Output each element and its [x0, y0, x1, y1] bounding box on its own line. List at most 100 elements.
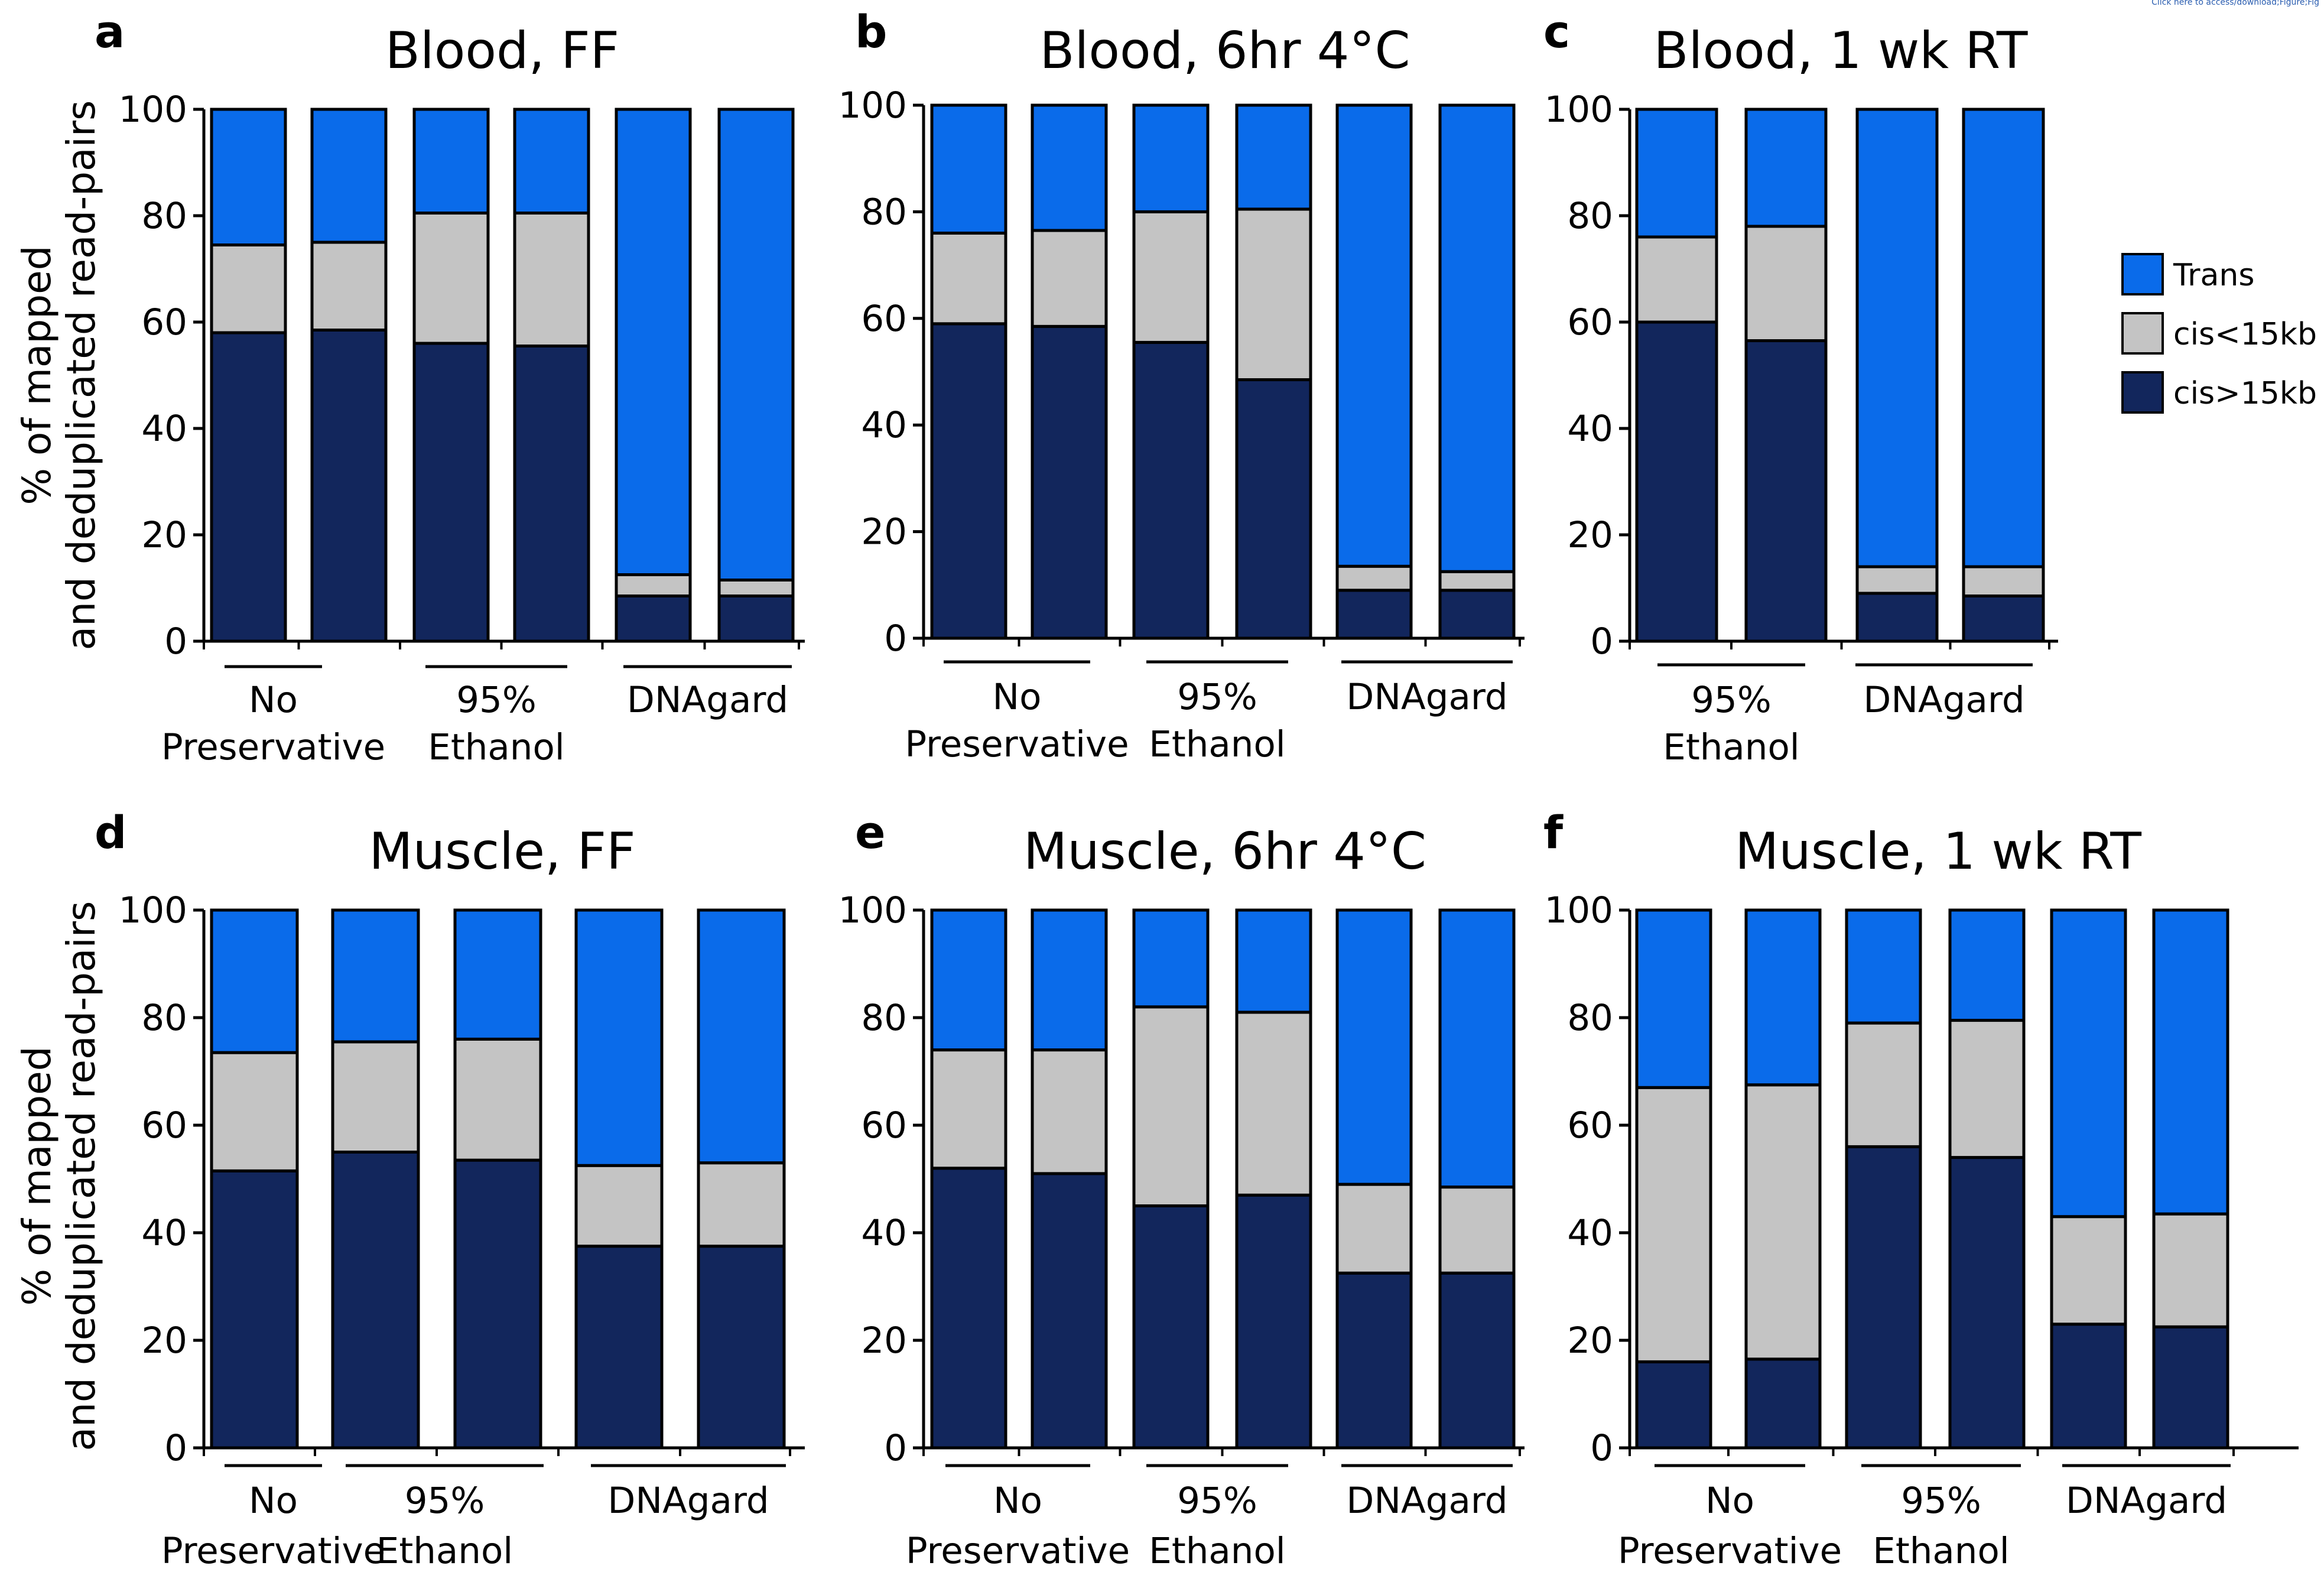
- bar-segment-cis_gt: [210, 331, 287, 643]
- bar-segment-cis_lt: [1235, 207, 1312, 382]
- bar-segment-trans: [1335, 103, 1413, 568]
- panel-letter: d: [95, 806, 126, 859]
- bar-segment-trans: [1855, 108, 1939, 569]
- bar-segment-cis_gt: [717, 595, 795, 643]
- group-label: Ethanol: [1149, 723, 1285, 765]
- panel-title: Blood, 1 wk RT: [1654, 21, 2028, 80]
- legend-label: cis>15kb: [2173, 376, 2317, 411]
- bar-segment-cis_lt: [1438, 570, 1516, 592]
- panel-letter: a: [95, 5, 125, 58]
- y-tick-label: 0: [164, 621, 187, 662]
- group-label: DNAgard: [1346, 676, 1507, 718]
- y-tick-label: 20: [861, 511, 907, 553]
- panel-f: f Muscle, 1 wk RT 0 20 40 60 80 100 No Preservati…: [1543, 806, 2299, 1569]
- bar-segment-cis_gt: [1948, 1156, 2026, 1450]
- bar-segment-trans: [1031, 908, 1108, 1052]
- y-tick-label: 0: [884, 1427, 907, 1469]
- bar-segment-cis_lt: [1438, 1185, 1516, 1275]
- y-tick-label: 60: [861, 298, 907, 340]
- panel-letter: c: [1543, 5, 1570, 58]
- group-label: Preservative: [906, 1530, 1130, 1569]
- y-tick-label: 100: [838, 889, 907, 931]
- bar-segment-cis_lt: [930, 231, 1007, 326]
- y-tick-label: 60: [1567, 1105, 1613, 1146]
- bar-segment-cis_gt: [513, 345, 590, 643]
- bar-segment-cis_gt: [1962, 595, 2045, 643]
- group-label: 95%: [1177, 1480, 1257, 1522]
- bar-segment-cis_lt: [1962, 565, 2045, 597]
- bar-segment-trans: [513, 108, 590, 215]
- bar-segment-trans: [2050, 908, 2127, 1219]
- panels: a Blood, FF 0 20 40 60 80 100 No Preservative 95% E…: [14, 5, 2299, 1569]
- group-label: DNAgard: [607, 1480, 769, 1522]
- group-label: Ethanol: [1149, 1530, 1285, 1569]
- bar-segment-trans: [1845, 908, 1922, 1025]
- bar-segment-cis_gt: [453, 1158, 542, 1450]
- bar-segment-trans: [210, 908, 299, 1054]
- bar-segment-cis_lt: [1132, 210, 1210, 344]
- group-label: 95%: [405, 1480, 485, 1522]
- legend-label: Trans: [2173, 258, 2254, 293]
- bar-segment-cis_gt: [331, 1151, 420, 1450]
- group-label: DNAgard: [2066, 1480, 2227, 1522]
- bar-segment-trans: [1948, 908, 2026, 1022]
- header-note: Click here to access/download;Figure;Fig: [2151, 0, 2319, 7]
- bar-segment-cis_gt: [1438, 589, 1516, 640]
- y-tick-label: 0: [164, 1427, 187, 1469]
- group-label: Preservative: [161, 726, 385, 768]
- y-tick-label: 100: [1545, 89, 1613, 131]
- bar-segment-cis_gt: [1235, 378, 1312, 640]
- bar-segment-cis_gt: [1744, 339, 1828, 643]
- bar-segment-cis_gt: [574, 1245, 664, 1450]
- y-tick-label: 20: [141, 1320, 187, 1362]
- bar-segment-cis_lt: [310, 241, 388, 332]
- bar-segment-cis_lt: [2152, 1212, 2229, 1328]
- bar-segment-cis_lt: [697, 1161, 786, 1248]
- group-label: Preservative: [905, 723, 1129, 765]
- legend-swatch-cis_lt: [2121, 312, 2164, 355]
- group-label: Preservative: [161, 1530, 385, 1569]
- group-label: No: [249, 679, 298, 721]
- bar-segment-cis_lt: [574, 1164, 664, 1248]
- bar-segment-cis_gt: [1132, 1204, 1210, 1450]
- legend-swatch-cis_gt: [2121, 371, 2164, 414]
- group-label: Ethanol: [1663, 726, 1799, 768]
- bar-segment-cis_lt: [1744, 225, 1828, 342]
- bar-segment-cis_gt: [1438, 1271, 1516, 1450]
- bar-segment-trans: [1635, 908, 1712, 1089]
- y-tick-label: 40: [141, 1212, 187, 1254]
- y-tick-label: 20: [861, 1320, 907, 1362]
- ylabel-line: % of mapped: [14, 1046, 60, 1305]
- y-tick-label: 80: [1567, 195, 1613, 237]
- bar-segment-trans: [2152, 908, 2229, 1216]
- bar-segment-cis_gt: [1235, 1193, 1312, 1450]
- panel-a: a Blood, FF 0 20 40 60 80 100 No Preservative 95% E…: [95, 5, 805, 768]
- y-tick-label: 100: [1545, 889, 1613, 931]
- ylabel-line: and deduplicated read-pairs: [58, 100, 104, 651]
- bar-segment-cis_gt: [1031, 1172, 1108, 1450]
- bar-segment-trans: [1132, 908, 1210, 1009]
- bar-segment-cis_gt: [1031, 324, 1108, 640]
- bar-segment-cis_gt: [1335, 1271, 1413, 1450]
- group-label: No: [993, 676, 1042, 718]
- bar-segment-trans: [1031, 103, 1108, 232]
- bar-segment-cis_gt: [930, 322, 1007, 640]
- bar-segment-cis_gt: [1635, 320, 1718, 643]
- bar-segment-cis_lt: [1855, 565, 1939, 595]
- bar-segment-cis_lt: [210, 1051, 299, 1172]
- y-tick-label: 60: [1567, 301, 1613, 343]
- bar-segment-cis_gt: [697, 1245, 786, 1450]
- bar-segment-cis_lt: [210, 243, 287, 334]
- bar-segment-cis_lt: [2050, 1215, 2127, 1326]
- bar-segment-cis_lt: [1132, 1005, 1210, 1208]
- y-tick-label: 80: [861, 191, 907, 233]
- bar-segment-trans: [210, 108, 287, 246]
- bar-segment-trans: [1635, 108, 1718, 239]
- bar-segment-trans: [1132, 103, 1210, 213]
- bar-segment-cis_lt: [1845, 1021, 1922, 1148]
- bar-segment-trans: [310, 108, 388, 244]
- bar-segment-cis_gt: [1635, 1360, 1712, 1450]
- y-tick-label: 20: [141, 514, 187, 556]
- bar-segment-trans: [1438, 103, 1516, 573]
